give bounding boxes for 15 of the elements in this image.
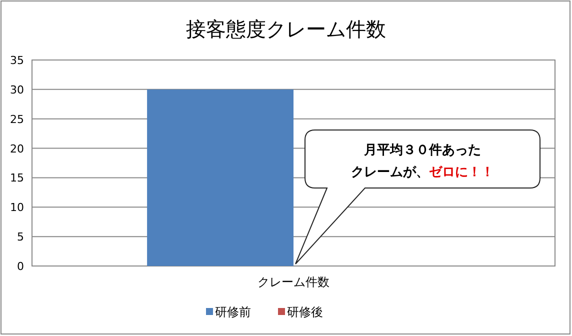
y-tick-label: 0 (17, 260, 24, 273)
y-tick-label: 20 (10, 142, 24, 156)
legend-label: 研修前 (215, 305, 251, 319)
y-tick-label: 10 (10, 201, 24, 214)
y-tick-label: 5 (17, 230, 24, 244)
annotation: ゼロに！！ (429, 165, 494, 180)
y-tick-label: 35 (10, 54, 24, 67)
x-tick-label: クレーム件数 (258, 275, 330, 289)
y-tick-label: 30 (10, 83, 24, 96)
chart-title: 接客態度クレーム件数 (186, 17, 386, 41)
annotation: クレームが、 (351, 165, 429, 180)
legend-label: 研修後 (287, 305, 323, 319)
annotation: 月平均３０件あった (363, 143, 481, 158)
y-tick-label: 25 (10, 112, 24, 126)
y-tick-label: 15 (10, 172, 24, 185)
